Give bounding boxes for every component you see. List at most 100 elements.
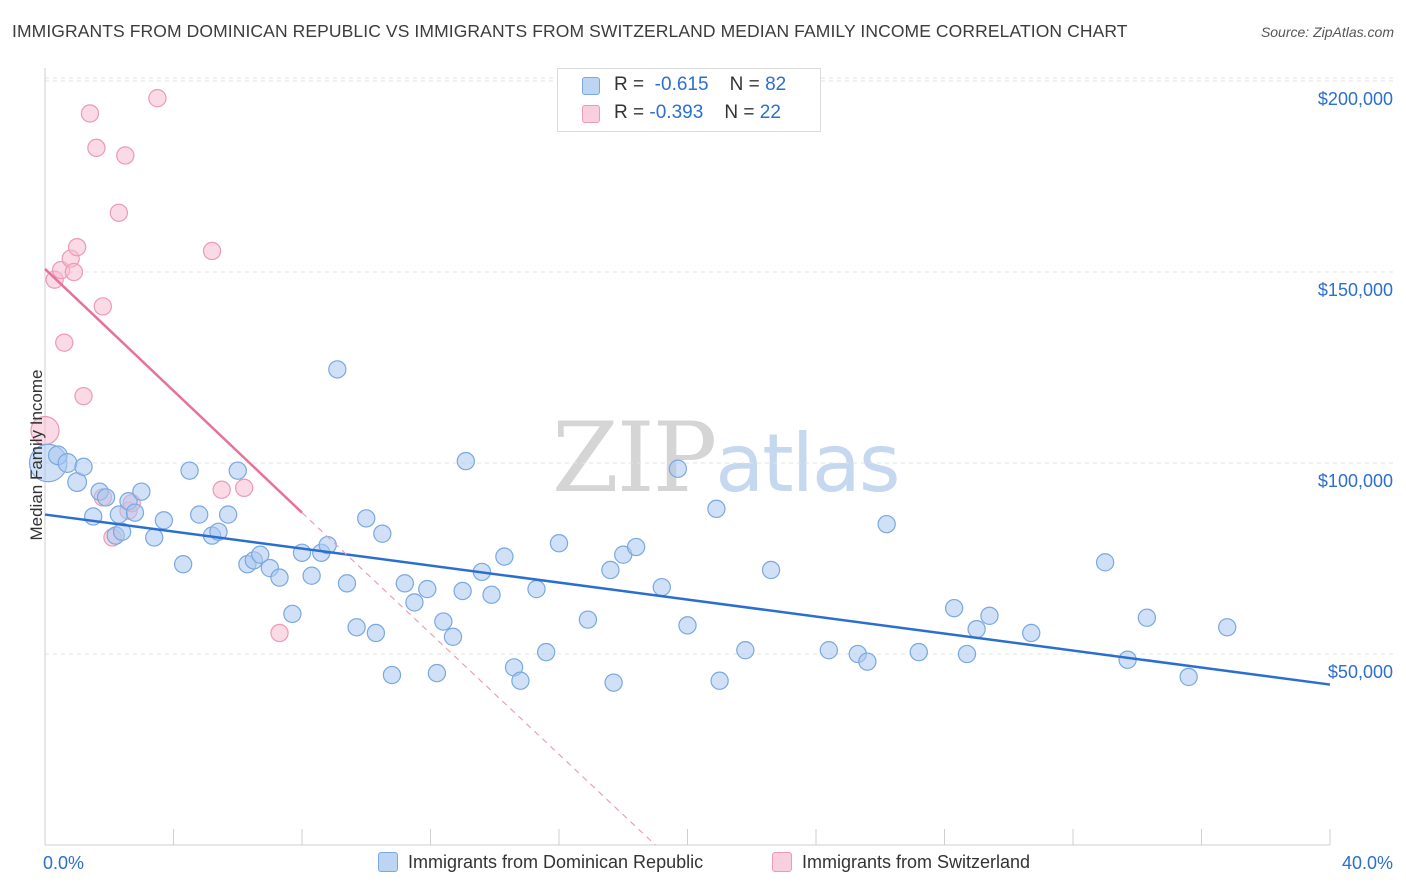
- dominican-point: [668, 459, 688, 478]
- source-label: Source: ZipAtlas.com: [1260, 24, 1394, 40]
- dominican-point: [427, 663, 447, 683]
- x-tick-label-min: 0.0%: [43, 853, 84, 873]
- legend-r-label: R =: [614, 102, 645, 123]
- dominican-point: [626, 537, 646, 557]
- dominican-point: [453, 581, 472, 601]
- switzerland-point: [109, 203, 129, 222]
- legend-n-label: N =: [729, 74, 760, 95]
- dominican-point: [96, 488, 116, 507]
- dominican-point: [74, 457, 93, 477]
- dominican-point: [418, 579, 437, 599]
- y-tick-label: $100,000: [1318, 471, 1393, 491]
- dominican-point: [395, 574, 414, 593]
- switzerland-point: [148, 89, 167, 108]
- legend-r-value: -0.615: [654, 74, 709, 95]
- switzerland-point: [93, 297, 113, 316]
- legend-n-label: N =: [724, 102, 755, 123]
- switzerland-point: [116, 146, 135, 165]
- chart-title: IMMIGRANTS FROM DOMINICAN REPUBLIC VS IM…: [12, 21, 1128, 41]
- dominican-point: [251, 545, 270, 564]
- dominican-point: [877, 514, 896, 534]
- bottom-legend-switzerland: Immigrants from Switzerland: [772, 852, 1030, 873]
- dominican-point: [283, 604, 302, 624]
- switzerland-point: [67, 237, 87, 257]
- dominican-point: [1218, 618, 1237, 637]
- dominican-point: [125, 503, 145, 522]
- dominican-point: [736, 640, 755, 660]
- dominican-point: [1179, 667, 1198, 687]
- dominican-point: [218, 505, 238, 524]
- dominican-point: [57, 453, 78, 473]
- dominican-point: [154, 511, 174, 530]
- switzerland-point: [202, 241, 222, 261]
- dominican-point: [536, 642, 556, 662]
- switzerland-trend-line: [44, 268, 303, 514]
- watermark-zip: ZIP: [552, 402, 717, 514]
- dominican-point: [337, 574, 357, 593]
- dominican-point: [382, 665, 402, 685]
- switzerland-point: [87, 138, 106, 158]
- dominican-point: [112, 522, 132, 541]
- dominican-point: [405, 593, 424, 612]
- dominican-point: [1022, 623, 1041, 643]
- legend-r-label: R =: [614, 74, 645, 95]
- dominican-point: [132, 482, 151, 501]
- dominican-point: [302, 566, 321, 585]
- dominican-point: [190, 505, 209, 524]
- legend-n-value: 22: [759, 102, 781, 123]
- switzerland-trend-extension: [301, 512, 656, 846]
- dominican-point: [228, 461, 247, 480]
- bottom-legend-label-dominican: Immigrants from Dominican Republic: [408, 852, 704, 872]
- dominican-point: [180, 461, 199, 480]
- dominican-point: [495, 547, 514, 566]
- legend-swatch-dominican: [582, 77, 600, 95]
- dominican-point: [173, 555, 193, 574]
- dominican-point: [710, 671, 729, 690]
- dominican-point: [434, 612, 453, 631]
- dominican-point: [858, 652, 877, 671]
- dominican-point: [604, 673, 623, 692]
- y-tick-label: $200,000: [1318, 89, 1393, 109]
- x-tick-label-max: 40.0%: [1342, 853, 1393, 873]
- dominican-point: [707, 499, 726, 519]
- dominican-point: [980, 606, 999, 625]
- legend-n-value: 82: [765, 74, 787, 95]
- bottom-legend-swatch-switzerland: [772, 852, 792, 872]
- dominican-point: [549, 534, 569, 553]
- dominican-point: [145, 528, 164, 547]
- dominican-point: [1095, 553, 1115, 572]
- dominican-point: [443, 627, 463, 646]
- switzerland-point: [80, 104, 100, 123]
- dominican-point: [357, 509, 376, 528]
- correlation-legend: R = -0.615 N = 82 R = -0.393 N = 22: [557, 68, 821, 132]
- switzerland-point: [55, 333, 74, 352]
- bottom-legend-label-switzerland: Immigrants from Switzerland: [802, 852, 1031, 872]
- dominican-point: [909, 642, 928, 662]
- dominican-point: [967, 619, 986, 639]
- y-axis-label: Median Family Income: [27, 369, 46, 541]
- dominican-point: [957, 644, 977, 664]
- dominican-point: [366, 623, 386, 643]
- dominican-point: [578, 610, 598, 629]
- y-tick-label: $150,000: [1318, 280, 1393, 300]
- switzerland-point: [270, 623, 289, 643]
- dominican-point: [1137, 608, 1157, 627]
- dominican-point: [678, 616, 697, 635]
- dominican-point: [761, 560, 781, 580]
- legend-r-value: -0.393: [649, 102, 704, 123]
- dominican-point: [482, 585, 501, 604]
- bottom-legend-dominican: Immigrants from Dominican Republic: [378, 852, 703, 873]
- dominican-point: [527, 579, 546, 599]
- dominican-point: [456, 451, 476, 471]
- switzerland-point: [74, 386, 93, 406]
- legend-text-switzerland: R = -0.393 N = 22: [614, 102, 781, 124]
- switzerland-point: [212, 480, 231, 499]
- dominican-point: [511, 671, 530, 690]
- bottom-legend-swatch-dominican: [378, 852, 398, 872]
- dominican-point: [347, 618, 366, 637]
- y-tick-label: $50,000: [1328, 662, 1393, 682]
- dominican-point: [944, 598, 964, 618]
- legend-text-dominican: R = -0.615 N = 82: [614, 74, 786, 96]
- dominican-point: [270, 568, 289, 587]
